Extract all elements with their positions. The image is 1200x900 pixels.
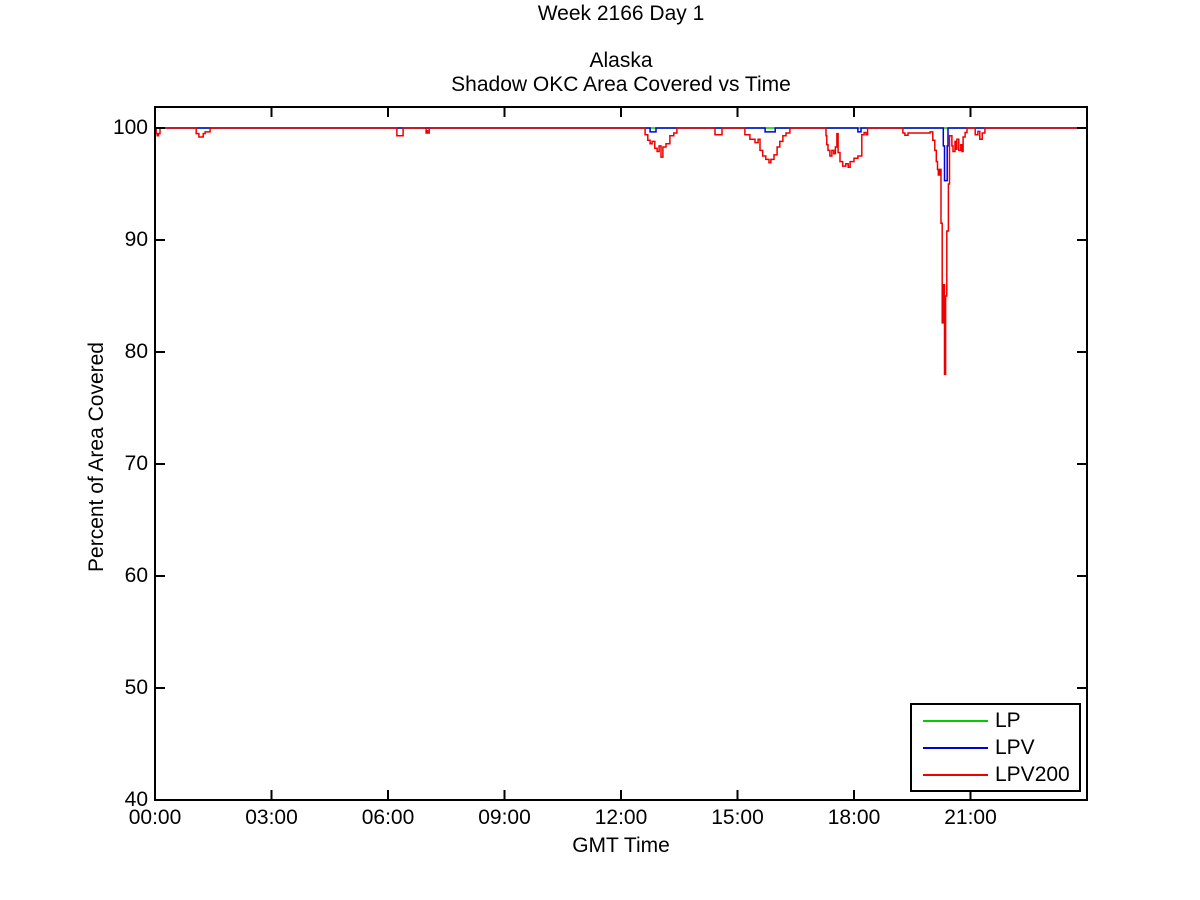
x-tick-label: 18:00 [827,806,881,829]
x-axis-label: GMT Time [572,834,670,857]
y-tick-label: 50 [124,676,148,699]
legend-line-lpv [923,746,988,749]
legend-item-lpv200: LPV200 [912,761,1079,788]
legend-label-lp: LP [995,709,1021,732]
x-tick-label: 09:00 [478,806,531,829]
y-tick-label: 40 [124,788,148,811]
legend-label-lpv: LPV [995,736,1035,759]
legend-box: LP LPV LPV200 [910,703,1081,792]
x-tick-label: 21:00 [944,806,997,829]
y-tick-label: 90 [124,228,148,251]
legend-line-lpv200 [923,773,988,776]
legend-item-lp: LP [912,707,1079,734]
x-tick-label: 06:00 [361,806,415,829]
axis-frame [154,106,1088,801]
x-tick-label: 15:00 [711,806,764,829]
series-line-lpv [155,127,1087,182]
x-tick-label: 00:00 [128,806,182,829]
figure-super-title: Week 2166 Day 1 [537,2,705,25]
x-tick-label: 12:00 [594,806,648,829]
legend-item-lpv: LPV [912,734,1079,761]
series-line-lpv200 [155,127,1087,376]
chart-title-line1: Alaska [589,49,653,72]
y-tick-label: 60 [124,564,148,587]
chart-title-line2: Shadow OKC Area Covered vs Time [451,73,791,96]
y-tick-label: 80 [124,340,148,363]
legend-line-lp [923,719,988,722]
legend-label-lpv200: LPV200 [995,763,1070,786]
y-tick-label: 100 [112,116,148,139]
y-tick-label: 70 [124,452,148,475]
x-tick-label: 03:00 [245,806,298,829]
